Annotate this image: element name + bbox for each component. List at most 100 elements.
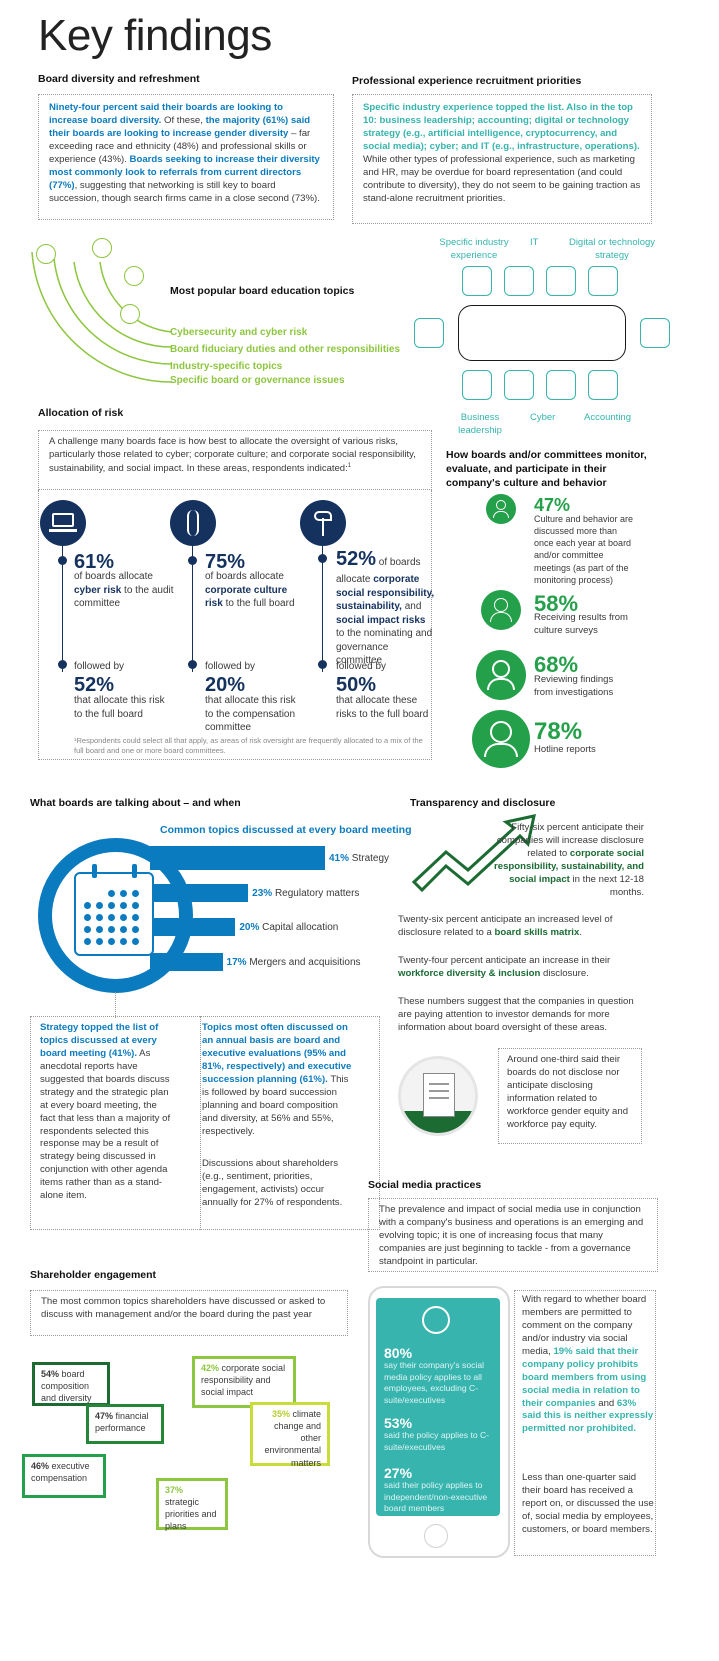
bd-p3: the majority (61%) said their boards are… xyxy=(49,114,311,139)
chair-icon xyxy=(546,370,576,400)
calendar-dot xyxy=(96,902,103,909)
calendar-dot xyxy=(96,938,103,945)
social-right-box xyxy=(514,1290,656,1556)
calendar-dot xyxy=(108,914,115,921)
calendar-dot xyxy=(84,914,91,921)
talking-right-text2: Discussions about shareholders (e.g., se… xyxy=(202,1158,343,1208)
calendar-icon xyxy=(74,864,154,956)
risk-footnote: ¹Respondents could select all that apply… xyxy=(74,736,423,756)
sprout-icon xyxy=(300,500,346,546)
risk-desc: of boards allocate cyber risk to the aud… xyxy=(74,571,174,609)
speech-bubble: 54% board composition and diversity xyxy=(32,1362,110,1406)
culture-text: Culture and behavior are discussed more … xyxy=(534,514,634,585)
culture-text: Reviewing findings from investigations xyxy=(534,674,614,698)
risk-followed: followed by xyxy=(205,661,256,672)
risk-pct2: 52% xyxy=(74,674,115,696)
seat-label-top: Digital or technology strategy xyxy=(568,237,656,261)
calendar-dot xyxy=(96,926,103,933)
person-icon xyxy=(486,494,516,524)
phone-screen xyxy=(376,1298,500,1516)
speech-bubble: 35% climate change and other environment… xyxy=(250,1402,330,1468)
chat-bubble-icon xyxy=(422,1306,450,1334)
risk-frame xyxy=(38,490,432,760)
seat-label-top: Specific industry experience xyxy=(439,237,509,261)
calendar-dot xyxy=(120,902,127,909)
pe-p2: While other types of professional experi… xyxy=(363,153,641,204)
chair-icon xyxy=(504,370,534,400)
risk-dot xyxy=(188,556,197,565)
risk-dot xyxy=(318,554,327,563)
bd-p5: Boards seeking to increase their diversi… xyxy=(49,153,320,191)
risk-pct2: 20% xyxy=(205,674,246,696)
risk-desc2: that allocate this risk to the compensat… xyxy=(205,695,296,733)
seat-label-bottom: Business leadership xyxy=(458,412,502,436)
laptop-icon xyxy=(40,500,86,546)
chair-icon xyxy=(462,266,492,296)
social-intro-box: The prevalence and impact of social medi… xyxy=(368,1198,658,1272)
topic-bar-label: 23% Regulatory matters xyxy=(252,888,360,899)
talking-right-text: Topics most often discussed on an annual… xyxy=(202,1022,352,1137)
board-table xyxy=(458,305,626,361)
culture-pct: 68% xyxy=(534,652,579,677)
chair-icon xyxy=(588,370,618,400)
bd-p2: Of these, xyxy=(161,114,206,126)
chair-icon xyxy=(414,318,444,348)
calendar-dot xyxy=(132,914,139,921)
prof-exp-heading: Professional experience recruitment prio… xyxy=(352,75,582,87)
calendar-dot xyxy=(84,938,91,945)
edu-item: Industry-specific topics xyxy=(170,361,283,372)
phone-text: say their company's social media policy … xyxy=(384,1360,485,1405)
calendar-dot xyxy=(120,926,127,933)
culture-pct: 78% xyxy=(534,718,583,745)
chair-icon xyxy=(504,266,534,296)
education-arcs xyxy=(31,251,173,383)
person-icon xyxy=(472,710,530,768)
transparency-box: Around one-third said their boards do no… xyxy=(498,1048,642,1144)
phone-text: said the policy applies to C-suite/execu… xyxy=(384,1430,490,1452)
risk-desc2: that allocate this risk to the full boar… xyxy=(74,695,165,720)
risk-intro-box: A challenge many boards face is how best… xyxy=(38,430,432,490)
topic-bar xyxy=(150,884,249,902)
edu-item: Cybersecurity and cyber risk xyxy=(170,327,308,338)
person-icon xyxy=(476,650,526,700)
calendar-dot xyxy=(120,914,127,921)
board-diversity-box: Ninety-four percent said their boards ar… xyxy=(38,94,334,220)
calendar-dot xyxy=(108,926,115,933)
transparency-p1: Fifty-six percent anticipate their compa… xyxy=(494,822,644,898)
topic-bar-label: 20% Capital allocation xyxy=(239,922,339,933)
calendar-dot xyxy=(84,902,91,909)
risk-desc2: that allocate these risks to the full bo… xyxy=(336,695,429,720)
bd-p1: Ninety-four percent said their boards ar… xyxy=(49,102,284,126)
culture-text: Receiving results from culture surveys xyxy=(534,612,628,636)
phone-pct: 53% xyxy=(384,1415,413,1431)
talking-subheading: Common topics discussed at every board m… xyxy=(160,824,412,836)
speech-bubble: 46% executive compensation xyxy=(22,1454,106,1498)
prof-exp-box: Specific industry experience topped the … xyxy=(352,94,652,224)
culture-pct: 47% xyxy=(534,495,571,515)
risk-dot xyxy=(318,660,327,669)
bd-p4: – far exceeding race and ethnicity (48%)… xyxy=(49,127,311,165)
phone-text: said their policy applies to independent… xyxy=(384,1480,488,1514)
chair-icon xyxy=(462,370,492,400)
topic-bar-label: 17% Mergers and acquisitions xyxy=(226,957,361,968)
talking-heading: What boards are talking about – and when xyxy=(30,797,241,809)
phone-frame xyxy=(368,1286,510,1558)
calendar-dot xyxy=(96,914,103,921)
edu-item: Specific board or governance issues xyxy=(170,375,345,386)
transparency-heading: Transparency and disclosure xyxy=(410,797,556,809)
risk-followed: followed by xyxy=(74,661,125,672)
risk-heading: Allocation of risk xyxy=(38,407,124,419)
education-heading: Most popular board education topics xyxy=(170,285,355,297)
culture-heading: How boards and/or committees monitor, ev… xyxy=(446,449,647,490)
risk-line xyxy=(322,546,323,672)
risk-dot xyxy=(58,556,67,565)
seat-label-bottom: Accounting xyxy=(584,412,632,423)
risk-pct: 75% xyxy=(205,551,246,573)
bd-p6: , suggesting that networking is still ke… xyxy=(49,179,320,204)
speech-bubble: 42% corporate social responsibility and … xyxy=(192,1356,296,1408)
risk-dot xyxy=(58,660,67,669)
person-icon xyxy=(481,590,521,630)
edu-item: Board fiduciary duties and other respons… xyxy=(170,344,401,355)
dna-icon xyxy=(170,500,216,546)
calendar-dot xyxy=(120,890,127,897)
